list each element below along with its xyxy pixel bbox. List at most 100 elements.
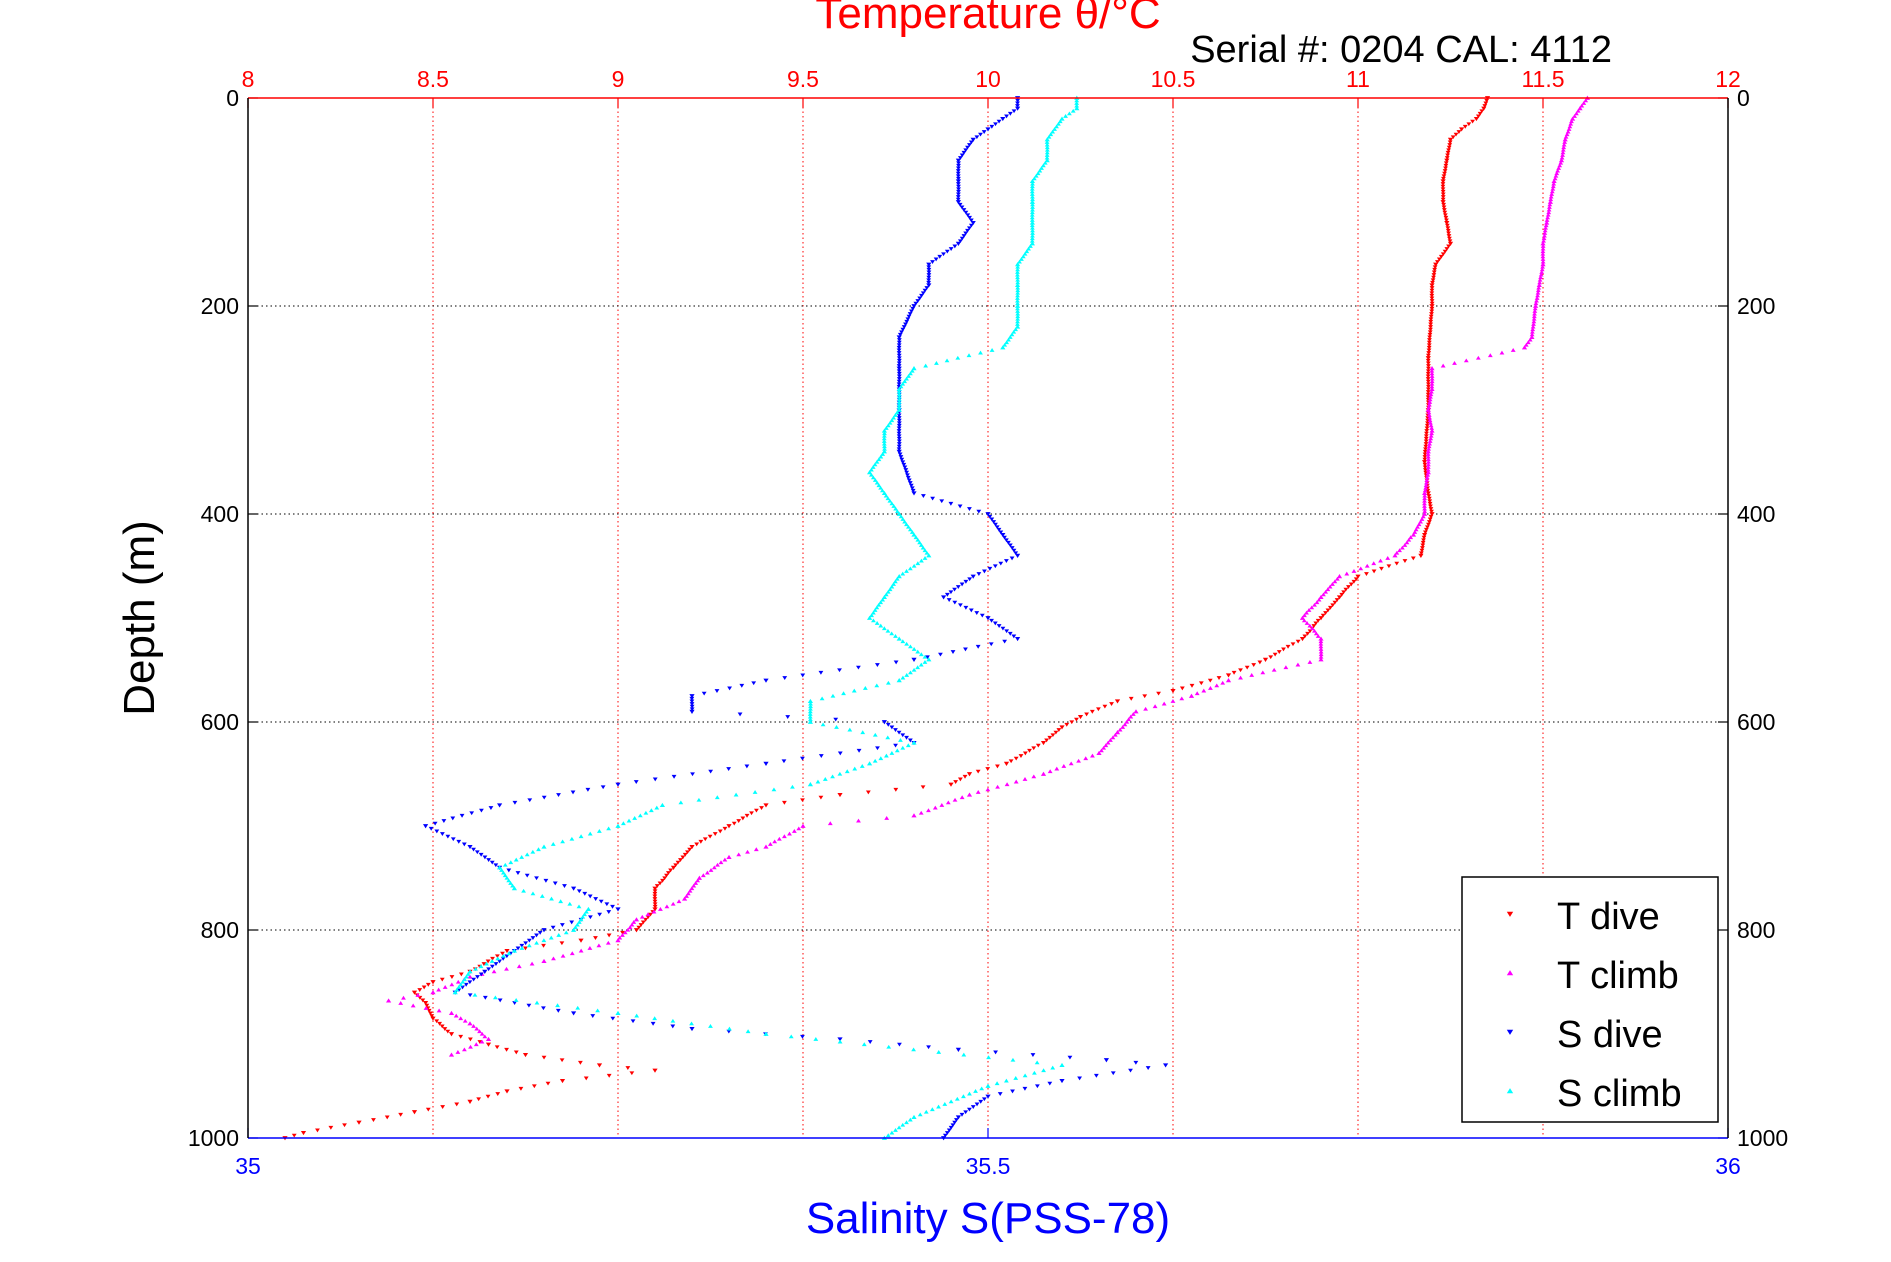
data-point	[615, 1010, 621, 1016]
data-point	[1425, 470, 1431, 475]
data-point	[371, 1118, 376, 1122]
data-point	[508, 860, 514, 865]
data-point	[467, 844, 473, 850]
data-point	[1452, 361, 1457, 365]
data-point	[689, 704, 695, 709]
data-point	[1070, 108, 1076, 113]
data-point	[458, 1034, 464, 1039]
data-point	[670, 1024, 676, 1029]
data-point	[1450, 135, 1456, 140]
data-point	[472, 992, 478, 997]
data-point	[963, 210, 969, 215]
data-point	[1040, 163, 1046, 168]
bottom-tick-label: 36	[1715, 1153, 1741, 1179]
data-point	[896, 343, 902, 348]
data-point	[974, 1102, 980, 1107]
data-point	[469, 811, 475, 816]
data-point	[1015, 316, 1021, 321]
data-point	[569, 951, 575, 956]
data-point	[445, 834, 451, 839]
data-point	[1327, 605, 1333, 610]
data-point	[622, 930, 628, 935]
data-point	[485, 1036, 492, 1042]
data-point	[1044, 142, 1050, 147]
data-point	[985, 616, 991, 621]
data-point	[904, 569, 909, 573]
data-point	[881, 449, 887, 454]
data-point	[558, 899, 564, 904]
data-point	[985, 1083, 991, 1088]
top-tick-label: 9	[612, 66, 625, 92]
data-point	[1548, 197, 1554, 202]
data-point	[537, 930, 543, 935]
data-point	[386, 998, 392, 1003]
data-point	[662, 876, 668, 881]
data-point	[875, 746, 880, 751]
data-point	[1074, 103, 1080, 108]
data-point	[398, 1112, 404, 1117]
data-point	[896, 386, 902, 392]
data-point	[1332, 579, 1338, 584]
data-point	[883, 493, 889, 498]
data-point	[819, 696, 825, 701]
data-point	[896, 730, 902, 735]
data-point	[1540, 257, 1546, 261]
data-point	[1318, 654, 1324, 659]
data-point	[1560, 150, 1566, 155]
data-point	[851, 688, 857, 693]
data-point	[904, 735, 909, 740]
series-s-climb	[452, 95, 1080, 1140]
data-point	[1030, 207, 1035, 212]
data-point	[1425, 390, 1431, 394]
data-point	[463, 974, 469, 979]
data-point	[918, 810, 924, 815]
data-point	[1456, 130, 1462, 134]
data-point	[955, 197, 961, 202]
data-point	[1056, 728, 1062, 732]
data-point	[902, 465, 908, 470]
data-point	[1429, 304, 1435, 309]
data-point	[911, 491, 917, 496]
data-point	[1539, 267, 1545, 272]
data-point	[874, 605, 880, 610]
data-point	[1422, 449, 1428, 454]
data-point	[893, 1128, 898, 1132]
data-point	[714, 689, 720, 693]
data-point	[1427, 332, 1433, 337]
data-point	[800, 798, 805, 803]
data-point	[1438, 254, 1444, 259]
data-point	[488, 806, 494, 810]
data-point	[1487, 353, 1493, 358]
data-point	[1339, 592, 1345, 597]
data-point	[988, 642, 994, 647]
data-point	[497, 803, 503, 808]
data-point	[1548, 194, 1554, 199]
data-point	[1423, 436, 1429, 441]
data-point	[878, 623, 884, 628]
data-point	[384, 1115, 390, 1120]
data-point	[1426, 343, 1432, 348]
data-point	[704, 870, 710, 875]
data-point	[489, 959, 495, 963]
data-point	[1408, 535, 1414, 540]
right-tick-label: 0	[1737, 85, 1750, 111]
data-point	[1007, 631, 1013, 636]
data-point	[1481, 106, 1487, 111]
series-layer	[282, 95, 1590, 1141]
data-point	[1003, 1078, 1009, 1083]
top-tick-label: 12	[1715, 66, 1741, 92]
data-point	[471, 1024, 476, 1028]
data-point	[450, 816, 456, 821]
data-point	[1027, 748, 1032, 753]
data-point	[576, 889, 582, 894]
data-point	[1429, 312, 1434, 316]
data-point	[711, 865, 717, 870]
data-point	[847, 727, 853, 732]
data-point	[1443, 215, 1449, 220]
data-point	[965, 145, 970, 150]
data-point	[1537, 280, 1543, 285]
data-point	[1059, 1062, 1065, 1068]
data-point	[907, 566, 913, 571]
data-point	[1429, 428, 1435, 433]
data-point	[820, 722, 826, 727]
